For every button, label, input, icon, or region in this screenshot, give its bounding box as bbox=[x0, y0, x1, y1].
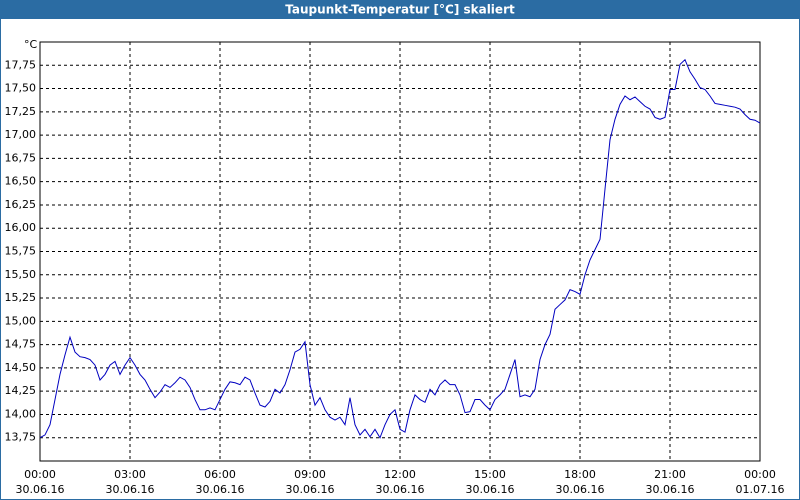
y-tick-label: 14,25 bbox=[5, 384, 37, 397]
x-tick-date: 01.07.16 bbox=[736, 483, 785, 496]
y-axis-label: °C bbox=[24, 38, 38, 51]
chart-title: Taupunkt-Temperatur [°C] skaliert bbox=[285, 3, 515, 17]
title-bar bbox=[0, 0, 800, 19]
x-tick-label: 03:00 bbox=[114, 468, 146, 481]
y-tick-label: 14,75 bbox=[5, 338, 37, 351]
y-tick-label: 13,75 bbox=[5, 431, 37, 444]
y-tick-label: 15,75 bbox=[5, 245, 37, 258]
y-tick-label: 16,00 bbox=[5, 221, 37, 234]
x-tick-label: 21:00 bbox=[654, 468, 686, 481]
data-line bbox=[39, 58, 761, 439]
y-tick-label: 17,00 bbox=[5, 128, 37, 141]
x-tick-date: 30.06.16 bbox=[286, 483, 335, 496]
x-tick-date: 30.06.16 bbox=[106, 483, 155, 496]
y-tick-label: 17,25 bbox=[5, 105, 37, 118]
x-tick-label: 06:00 bbox=[204, 468, 236, 481]
y-tick-label: 16,75 bbox=[5, 151, 37, 164]
y-tick-label: 17,75 bbox=[5, 58, 37, 71]
x-tick-date: 30.06.16 bbox=[466, 483, 515, 496]
y-tick-label: 14,50 bbox=[5, 361, 37, 374]
y-tick-label: 15,00 bbox=[5, 314, 37, 327]
x-tick-date: 30.06.16 bbox=[196, 483, 245, 496]
x-tick-label: 00:00 bbox=[24, 468, 56, 481]
y-tick-label: 16,50 bbox=[5, 175, 37, 188]
plot-border bbox=[39, 41, 761, 462]
x-tick-date: 30.06.16 bbox=[556, 483, 605, 496]
x-tick-label: 15:00 bbox=[474, 468, 506, 481]
x-tick-label: 12:00 bbox=[384, 468, 416, 481]
x-tick-label: 18:00 bbox=[564, 468, 596, 481]
x-tick-label: 00:00 bbox=[744, 468, 776, 481]
y-tick-label: 16,25 bbox=[5, 198, 37, 211]
y-tick-label: 14,00 bbox=[5, 407, 37, 420]
y-tick-label: 15,50 bbox=[5, 268, 37, 281]
x-tick-label: 09:00 bbox=[294, 468, 326, 481]
x-tick-date: 30.06.16 bbox=[16, 483, 65, 496]
x-tick-date: 30.06.16 bbox=[646, 483, 695, 496]
y-tick-label: 17,50 bbox=[5, 82, 37, 95]
y-tick-label: 15,25 bbox=[5, 291, 37, 304]
x-tick-date: 30.06.16 bbox=[376, 483, 425, 496]
